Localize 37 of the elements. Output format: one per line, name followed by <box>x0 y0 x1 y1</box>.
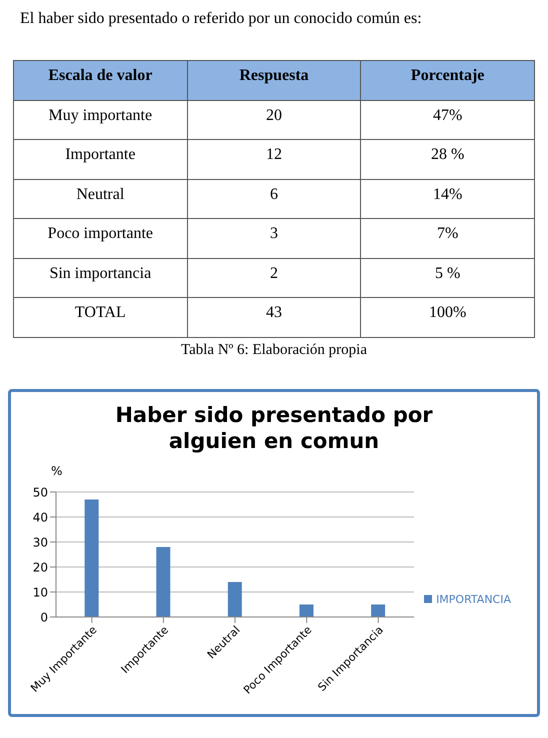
text: 6 <box>187 179 361 218</box>
text: 5 % <box>360 258 534 298</box>
text: Escala de valor <box>14 60 188 100</box>
y-tick-label: 50 <box>32 484 48 499</box>
text: 14% <box>360 179 534 218</box>
bar <box>84 499 99 616</box>
text: Respuesta <box>187 60 361 100</box>
chart-title: Haber sido presentado por alguien en comun <box>114 402 434 454</box>
text: Poco importante <box>14 218 188 258</box>
bar <box>299 604 314 616</box>
text: El haber sido presentado o referido por un conocido común es: <box>19 9 423 29</box>
text: 43 <box>187 298 361 337</box>
y-tick-label: 10 <box>32 584 48 599</box>
y-tick-label: 0 <box>40 610 48 624</box>
text: 2 <box>187 258 361 298</box>
text: 20 <box>187 100 361 140</box>
text: Sin importancia <box>14 258 188 298</box>
text: 100% <box>360 298 534 337</box>
y-tick-label: 30 <box>32 534 48 549</box>
bar <box>228 582 242 616</box>
text: Importante <box>14 140 188 179</box>
text: 3 <box>187 218 361 258</box>
bar <box>371 604 386 616</box>
text: TOTAL <box>14 298 188 337</box>
text: Muy importante <box>14 100 188 140</box>
y-axis-title: % <box>51 464 62 478</box>
legend-label: IMPORTANCIA <box>436 592 511 606</box>
text: 12 <box>187 140 361 179</box>
text: Neutral <box>14 179 188 218</box>
y-tick-label: 40 <box>32 510 48 524</box>
text: Tabla Nº 6: Elaboración propia <box>180 342 368 358</box>
y-tick-label: 20 <box>32 560 48 574</box>
text: Porcentaje <box>360 60 534 100</box>
text: 47% <box>360 100 534 140</box>
text: 7% <box>360 218 534 258</box>
bar <box>156 546 170 616</box>
text: 28 % <box>360 140 534 179</box>
